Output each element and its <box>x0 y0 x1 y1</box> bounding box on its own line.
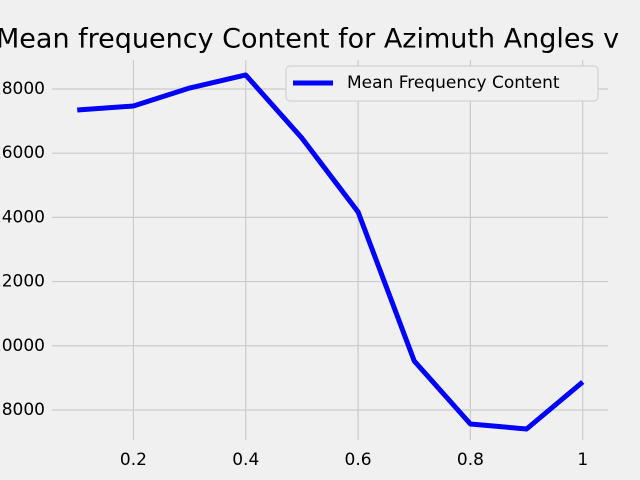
x-tick-label: 0.2 <box>120 450 147 470</box>
y-tick-label: 10000 <box>0 336 45 356</box>
data-line <box>77 72 585 432</box>
grid <box>52 60 608 440</box>
chart-title: Mean frequency Content for Azimuth Angle… <box>0 24 619 55</box>
y-tick-label: 8000 <box>2 400 45 420</box>
y-tick-label: 14000 <box>0 207 45 227</box>
x-tick-label: 0.6 <box>345 450 372 470</box>
plot-area <box>77 72 585 432</box>
legend: Mean Frequency Content <box>285 65 599 102</box>
x-tick-label: 1 <box>577 450 588 470</box>
legend-box <box>285 65 599 102</box>
y-tick-label: 12000 <box>0 272 45 292</box>
legend-label: Mean Frequency Content <box>347 73 560 93</box>
x-tick-label: 0.4 <box>232 450 259 470</box>
y-tick-label: 16000 <box>0 143 45 163</box>
y-tick-label: 18000 <box>0 79 45 99</box>
x-tick-label: 0.8 <box>457 450 484 470</box>
